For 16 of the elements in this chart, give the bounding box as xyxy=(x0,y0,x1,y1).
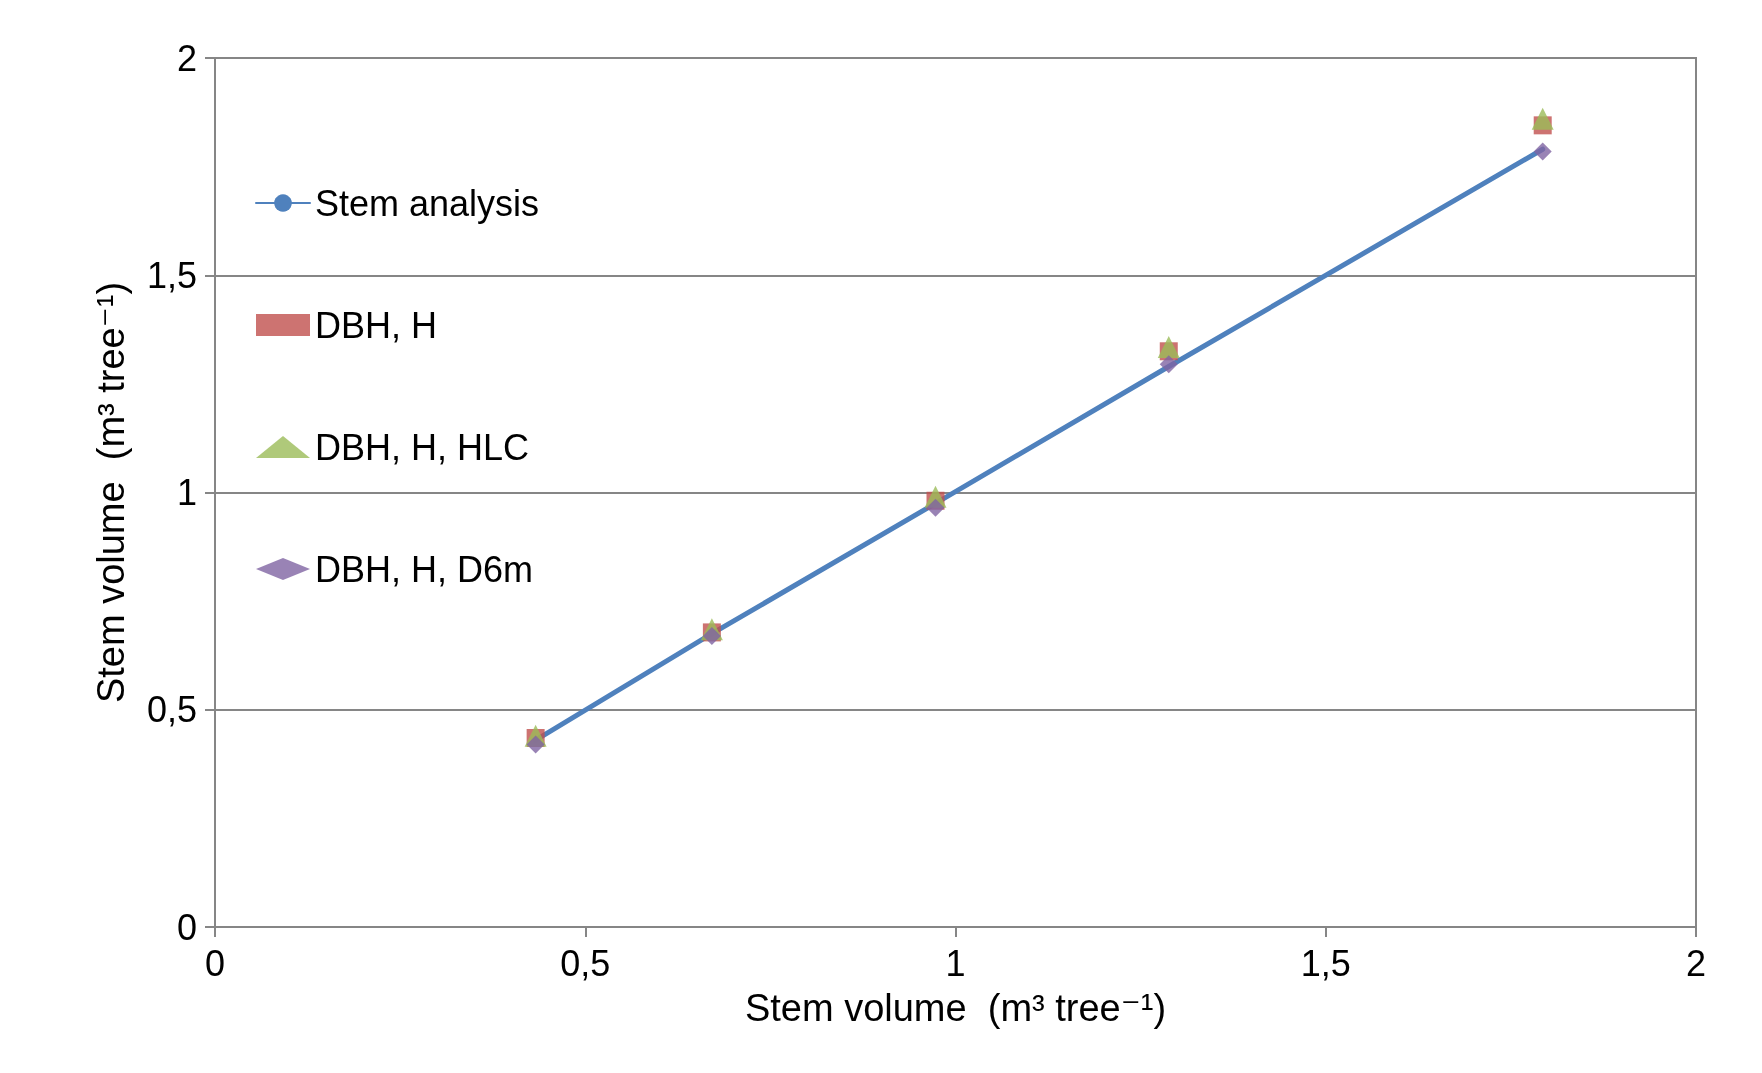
x-tick-label: 2 xyxy=(1685,942,1707,984)
x-tick-label: 1 xyxy=(945,942,966,984)
legend-label: Stem analysis xyxy=(315,182,540,224)
x-tick-label: 0 xyxy=(204,942,226,984)
y-tick-label: 1,5 xyxy=(146,254,197,296)
x-tick-label: 1,5 xyxy=(1300,942,1351,984)
legend-label: DBH, H, D6m xyxy=(315,548,534,590)
legend-label: DBH, H xyxy=(315,304,438,346)
x-axis-title: Stem volume (m³ tree⁻¹) xyxy=(744,987,1167,1029)
legend-label: DBH, H, HLC xyxy=(315,426,530,468)
x-tick-label: 0,5 xyxy=(560,942,611,984)
y-tick-label: 1 xyxy=(176,472,197,513)
y-tick-label: 2 xyxy=(176,37,197,79)
y-tick-label: 0 xyxy=(176,906,197,948)
y-tick-label: 0,5 xyxy=(146,689,197,731)
y-axis-title: Stem volume (m³ tree⁻¹) xyxy=(90,281,132,704)
